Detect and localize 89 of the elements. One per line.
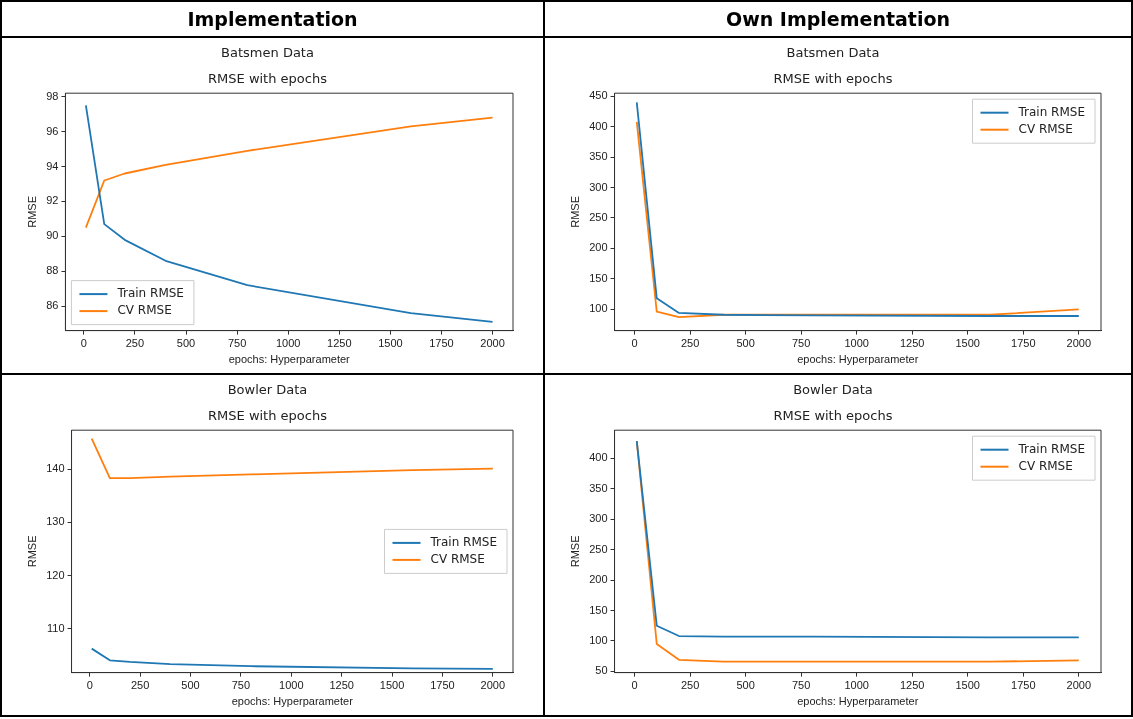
x-tick-label: 1250 bbox=[899, 679, 925, 692]
x-tick-label: 500 bbox=[736, 337, 755, 350]
y-axis-title: RMSE bbox=[568, 535, 581, 568]
x-tick-label: 500 bbox=[181, 679, 200, 692]
y-tick-label: 92 bbox=[46, 194, 59, 207]
x-tick-label: 1750 bbox=[1011, 679, 1036, 692]
chart-subtitle: RMSE with epochs bbox=[208, 70, 328, 86]
chart-subtitle: RMSE with epochs bbox=[773, 407, 893, 423]
x-tick-label: 250 bbox=[130, 679, 150, 692]
x-tick-label: 250 bbox=[125, 337, 145, 350]
x-tick-label: 1000 bbox=[844, 679, 869, 692]
x-tick-label: 1250 bbox=[327, 337, 352, 350]
text: Own Implementation bbox=[545, 2, 1131, 38]
legend-label: Train RMSE bbox=[429, 535, 497, 550]
y-tick-label: 90 bbox=[46, 229, 59, 242]
x-tick-label: 1750 bbox=[430, 679, 455, 692]
x-tick-label: 1000 bbox=[844, 337, 869, 350]
y-tick-label: 150 bbox=[589, 603, 608, 616]
y-tick-label: 100 bbox=[589, 302, 608, 315]
x-axis-title: epochs: Hyperparameter bbox=[797, 695, 919, 708]
chart-title: Batsmen Data bbox=[221, 45, 314, 61]
x-tick-label: 250 bbox=[680, 337, 700, 350]
x-tick-label: 1500 bbox=[379, 679, 405, 692]
x-tick-label: 0 bbox=[86, 679, 93, 692]
x-tick-label: 750 bbox=[227, 337, 247, 350]
y-tick-label: 150 bbox=[589, 271, 608, 284]
chart-subtitle: RMSE with epochs bbox=[208, 407, 328, 423]
y-tick-label: 100 bbox=[589, 633, 608, 646]
y-tick-label: 250 bbox=[589, 211, 608, 224]
x-axis-title: epochs: Hyperparameter bbox=[228, 353, 351, 366]
y-tick-label: 300 bbox=[589, 512, 608, 525]
x-tick-label: 2000 bbox=[480, 337, 505, 350]
y-tick-label: 400 bbox=[589, 451, 608, 464]
x-axis-title: epochs: Hyperparameter bbox=[231, 695, 354, 708]
y-tick-label: 200 bbox=[589, 573, 608, 586]
y-axis-title: RMSE bbox=[568, 196, 581, 228]
x-tick-label: 0 bbox=[631, 679, 638, 692]
y-tick-label: 98 bbox=[46, 89, 59, 102]
chart-title: Bowler Data bbox=[793, 382, 873, 398]
legend-label: CV RMSE bbox=[430, 552, 485, 567]
x-tick-label: 0 bbox=[631, 337, 638, 350]
x-tick-label: 500 bbox=[736, 679, 755, 692]
y-tick-label: 130 bbox=[46, 515, 65, 528]
chart-subtitle: RMSE with epochs bbox=[773, 70, 893, 86]
y-axis-title: RMSE bbox=[25, 535, 38, 568]
x-tick-label: 750 bbox=[231, 679, 251, 692]
x-tick-label: 2000 bbox=[1066, 337, 1092, 350]
y-tick-label: 250 bbox=[589, 542, 608, 555]
legend-label: Train RMSE bbox=[1017, 104, 1085, 119]
x-tick-label: 2000 bbox=[1066, 679, 1092, 692]
x-tick-label: 1250 bbox=[329, 679, 354, 692]
legend-label: Train RMSE bbox=[1017, 441, 1085, 456]
chart-title: Bowler Data bbox=[227, 382, 308, 398]
y-tick-label: 400 bbox=[589, 119, 608, 132]
legend-label: CV RMSE bbox=[117, 303, 172, 318]
y-tick-label: 50 bbox=[595, 664, 608, 677]
y-tick-label: 300 bbox=[589, 180, 608, 193]
x-tick-label: 1500 bbox=[955, 679, 980, 692]
x-axis-title: epochs: Hyperparameter bbox=[797, 353, 919, 366]
y-tick-label: 140 bbox=[46, 462, 65, 475]
x-tick-label: 1250 bbox=[899, 337, 925, 350]
text: Implementation bbox=[2, 2, 543, 38]
y-tick-label: 350 bbox=[589, 481, 608, 494]
legend-label: CV RMSE bbox=[1018, 121, 1073, 136]
x-tick-label: 500 bbox=[176, 337, 196, 350]
x-tick-label: 750 bbox=[791, 337, 811, 350]
y-tick-label: 88 bbox=[46, 264, 59, 277]
x-tick-label: 2000 bbox=[480, 679, 506, 692]
y-axis-title: RMSE bbox=[25, 196, 38, 228]
legend-label: CV RMSE bbox=[1018, 458, 1073, 473]
x-tick-label: 1000 bbox=[275, 337, 301, 350]
y-tick-label: 94 bbox=[46, 159, 59, 172]
y-tick-label: 350 bbox=[589, 150, 608, 163]
chart-title: Batsmen Data bbox=[786, 45, 880, 61]
x-tick-label: 250 bbox=[680, 679, 700, 692]
x-tick-label: 1000 bbox=[279, 679, 304, 692]
y-tick-label: 110 bbox=[47, 621, 65, 634]
y-tick-label: 120 bbox=[46, 568, 65, 581]
y-tick-label: 200 bbox=[589, 241, 608, 254]
x-tick-label: 1750 bbox=[1011, 337, 1036, 350]
y-tick-label: 86 bbox=[46, 299, 59, 312]
y-tick-label: 450 bbox=[589, 89, 608, 102]
x-tick-label: 1500 bbox=[378, 337, 403, 350]
x-tick-label: 0 bbox=[80, 337, 87, 350]
x-tick-label: 750 bbox=[791, 679, 811, 692]
x-tick-label: 1500 bbox=[955, 337, 980, 350]
x-tick-label: 1750 bbox=[429, 337, 454, 350]
y-tick-label: 96 bbox=[46, 124, 59, 137]
legend-label: Train RMSE bbox=[116, 286, 184, 301]
